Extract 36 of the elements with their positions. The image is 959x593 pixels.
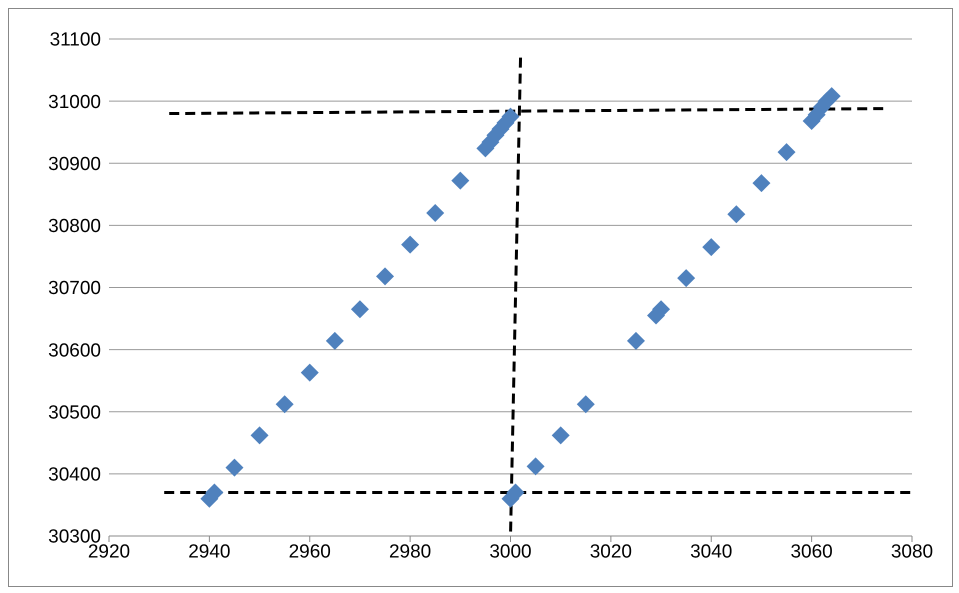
y-tick-label: 30400 — [48, 464, 101, 486]
point — [401, 236, 420, 254]
point — [250, 426, 269, 444]
x-tick-label: 3000 — [489, 541, 532, 562]
point — [778, 143, 796, 162]
x-tick-label: 3060 — [790, 541, 833, 562]
y-tick-label: 30800 — [48, 216, 101, 238]
point — [350, 300, 369, 318]
y-tick-label: 30900 — [48, 154, 101, 175]
point — [300, 364, 319, 382]
point — [451, 172, 470, 190]
y-tick-label: 30600 — [48, 340, 101, 362]
point — [626, 332, 645, 350]
x-tick-label: 2940 — [188, 541, 231, 562]
x-tick-label: 3040 — [690, 541, 732, 562]
point — [752, 174, 770, 192]
y-tick-label: 31100 — [50, 30, 101, 51]
point — [225, 458, 244, 477]
point — [276, 395, 294, 414]
point — [426, 204, 444, 222]
x-tick-label: 3020 — [590, 541, 632, 562]
x-tick-label: 2960 — [288, 541, 331, 562]
point — [702, 238, 720, 256]
point — [576, 395, 595, 414]
y-tick-label: 31000 — [48, 92, 101, 113]
point — [552, 426, 570, 444]
point — [376, 267, 394, 286]
point — [822, 87, 841, 106]
y-tick-label: 30700 — [48, 278, 101, 300]
point — [526, 457, 545, 476]
point — [677, 269, 696, 288]
x-tick-label: 2980 — [388, 541, 432, 562]
x-tick-label: 3080 — [890, 541, 934, 562]
point — [326, 332, 344, 350]
point — [727, 205, 746, 224]
y-tick-label: 30500 — [48, 402, 101, 424]
